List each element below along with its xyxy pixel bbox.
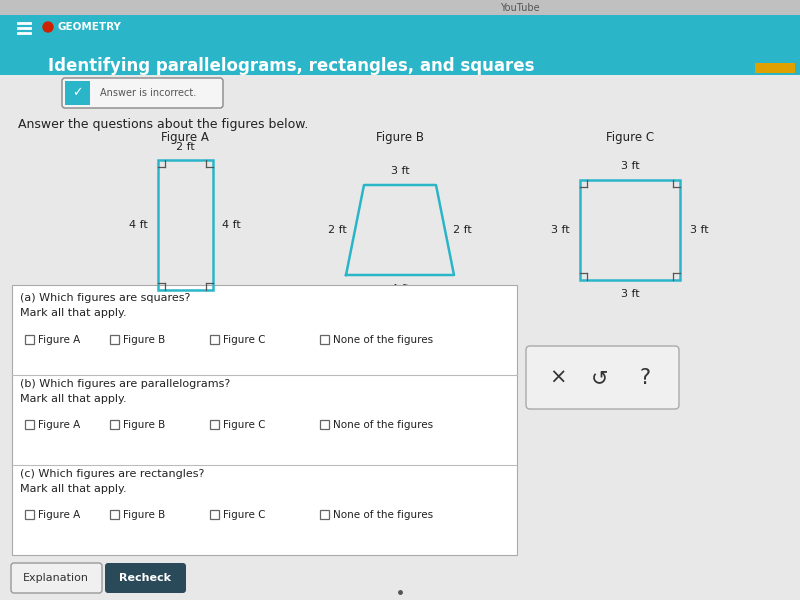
Text: Figure B: Figure B xyxy=(376,131,424,145)
Bar xyxy=(210,420,219,429)
Bar xyxy=(110,420,119,429)
Bar xyxy=(110,510,119,519)
Text: 3 ft: 3 ft xyxy=(551,225,570,235)
FancyBboxPatch shape xyxy=(62,78,223,108)
Text: GEOMETRY: GEOMETRY xyxy=(58,22,122,32)
Text: 2 ft: 2 ft xyxy=(176,298,194,308)
Circle shape xyxy=(43,22,53,32)
Bar xyxy=(25,510,34,519)
Bar xyxy=(158,160,213,290)
Bar xyxy=(65,81,90,105)
Bar xyxy=(25,335,34,344)
Text: 2 ft: 2 ft xyxy=(328,225,347,235)
Text: Figure A: Figure A xyxy=(161,131,209,145)
FancyBboxPatch shape xyxy=(105,563,186,593)
Text: Figure B: Figure B xyxy=(123,420,166,430)
FancyBboxPatch shape xyxy=(526,346,679,409)
Text: Figure C: Figure C xyxy=(606,131,654,145)
Text: 4 ft: 4 ft xyxy=(129,220,147,230)
Text: 3 ft: 3 ft xyxy=(390,166,410,176)
Bar xyxy=(0,0,800,15)
Bar xyxy=(0,15,800,80)
Text: 2 ft: 2 ft xyxy=(453,225,472,235)
Text: Figure B: Figure B xyxy=(123,335,166,345)
Text: Figure B: Figure B xyxy=(123,510,166,520)
Text: Explanation: Explanation xyxy=(23,573,89,583)
Text: Figure C: Figure C xyxy=(223,510,266,520)
Text: 4 ft: 4 ft xyxy=(222,220,242,230)
Text: Figure A: Figure A xyxy=(38,420,80,430)
Bar xyxy=(210,335,219,344)
Text: Figure A: Figure A xyxy=(38,335,80,345)
Text: Identifying parallelograms, rectangles, and squares: Identifying parallelograms, rectangles, … xyxy=(48,57,534,75)
Text: 3 ft: 3 ft xyxy=(621,161,639,171)
Text: 3 ft: 3 ft xyxy=(621,289,639,299)
Text: Answer the questions about the figures below.: Answer the questions about the figures b… xyxy=(18,118,308,131)
Text: 4 ft: 4 ft xyxy=(390,284,410,294)
Text: 2 ft: 2 ft xyxy=(176,142,194,152)
Bar xyxy=(320,510,329,519)
Bar xyxy=(755,63,795,73)
Bar xyxy=(12,285,517,555)
Text: Answer is incorrect.: Answer is incorrect. xyxy=(100,88,196,98)
Text: (b) Which figures are parallelograms?
Mark all that apply.: (b) Which figures are parallelograms? Ma… xyxy=(20,379,230,404)
Text: ×: × xyxy=(550,368,566,388)
Text: ↺: ↺ xyxy=(591,368,609,388)
Text: Figure A: Figure A xyxy=(38,510,80,520)
Text: None of the figures: None of the figures xyxy=(333,420,433,430)
Text: 3 ft: 3 ft xyxy=(690,225,709,235)
FancyBboxPatch shape xyxy=(11,563,102,593)
Bar xyxy=(110,335,119,344)
Text: (c) Which figures are rectangles?
Mark all that apply.: (c) Which figures are rectangles? Mark a… xyxy=(20,469,204,494)
Bar xyxy=(0,75,800,600)
Text: ✓: ✓ xyxy=(72,86,82,100)
Text: Recheck: Recheck xyxy=(119,573,171,583)
Text: YouTube: YouTube xyxy=(500,3,540,13)
Bar xyxy=(210,510,219,519)
Text: Figure C: Figure C xyxy=(223,420,266,430)
Bar xyxy=(320,335,329,344)
Text: (a) Which figures are squares?
Mark all that apply.: (a) Which figures are squares? Mark all … xyxy=(20,293,190,318)
Text: None of the figures: None of the figures xyxy=(333,510,433,520)
Bar xyxy=(320,420,329,429)
Bar xyxy=(580,180,680,280)
Text: None of the figures: None of the figures xyxy=(333,335,433,345)
Text: Figure C: Figure C xyxy=(223,335,266,345)
Bar xyxy=(25,420,34,429)
Text: ?: ? xyxy=(639,368,650,388)
